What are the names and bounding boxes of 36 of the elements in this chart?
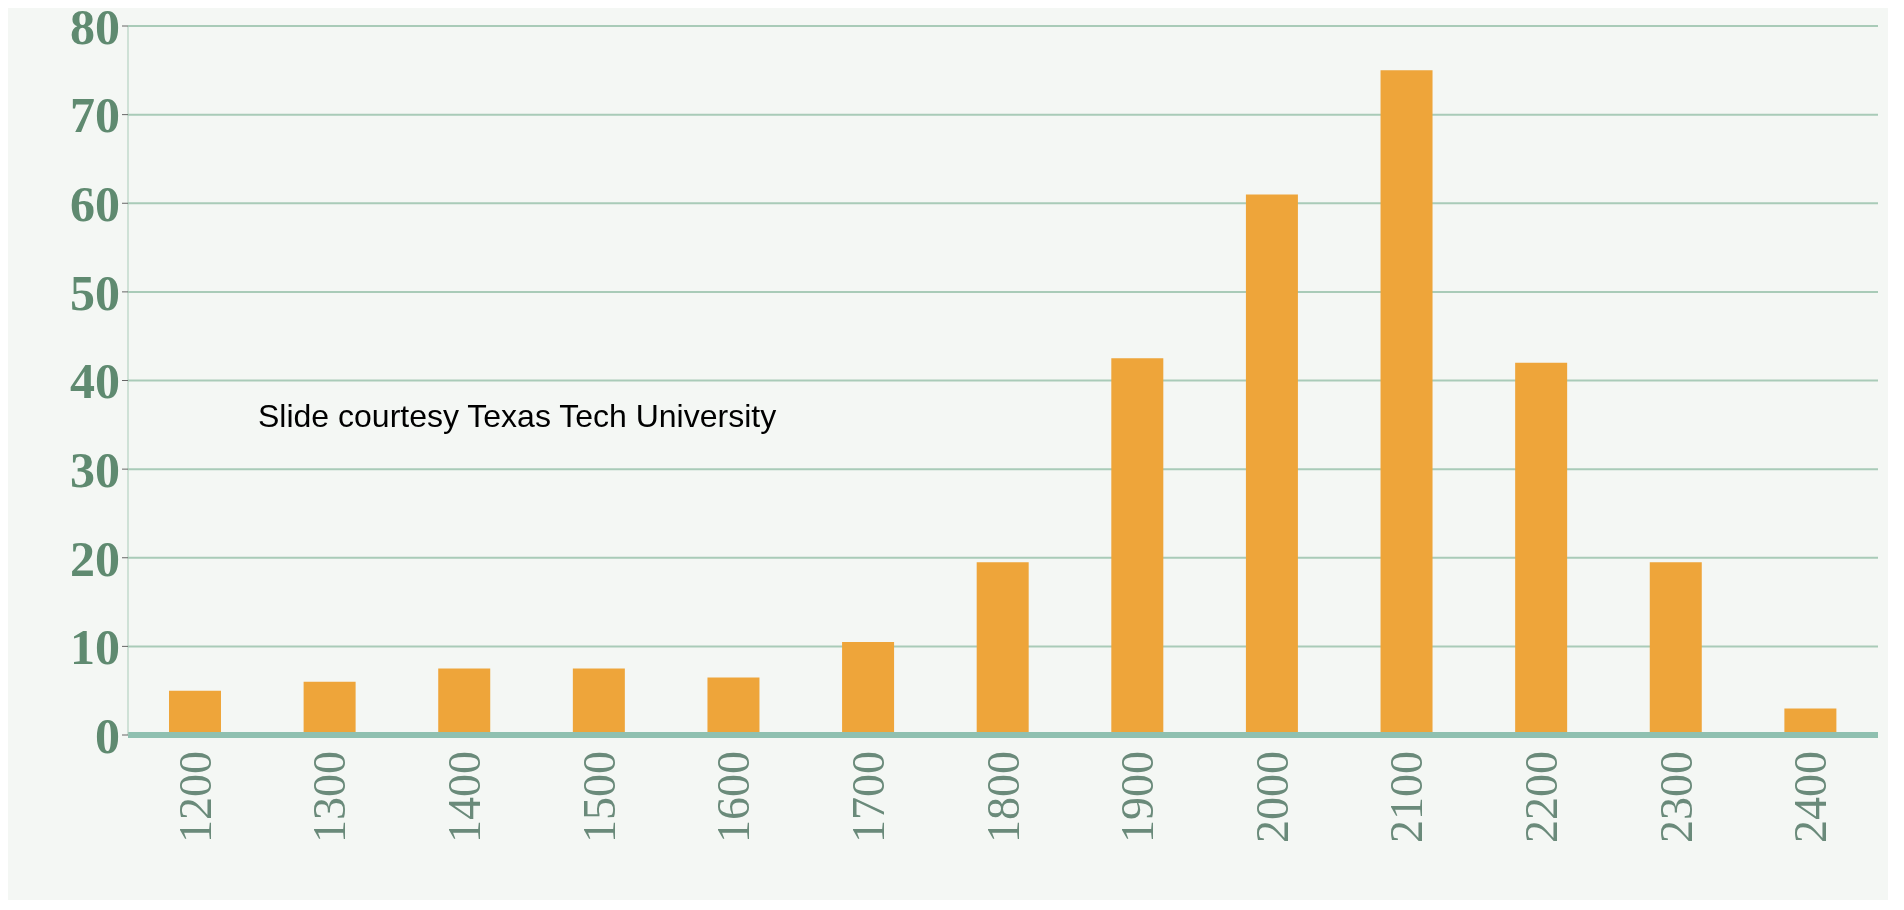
y-tick-label: 40 [70, 353, 120, 410]
y-tick-label: 50 [70, 264, 120, 321]
annotation: Slide courtesy Texas Tech University [258, 398, 777, 435]
bar [303, 681, 356, 735]
x-tick-label: 2200 [1515, 751, 1567, 843]
x-tick-label: 2000 [1246, 751, 1298, 843]
bar [976, 562, 1029, 735]
x-tick-label: 2400 [1785, 751, 1837, 843]
bar [1649, 562, 1702, 735]
y-tick-label: 80 [70, 0, 120, 55]
y-tick-label: 0 [95, 707, 120, 764]
bar [438, 668, 491, 735]
bar [169, 690, 221, 735]
x-tick-label: 1500 [573, 751, 625, 843]
x-tick-label: 2300 [1650, 751, 1702, 843]
x-tick-label: 1700 [842, 751, 894, 843]
bar [1111, 358, 1164, 735]
bar [572, 668, 625, 735]
x-tick-label: 1600 [708, 751, 760, 843]
bar [707, 677, 760, 735]
y-tick-label: 20 [70, 530, 120, 587]
x-tick-label: 1900 [1112, 751, 1164, 843]
y-tick-label: 10 [70, 619, 120, 676]
x-tick-label: 1400 [439, 751, 491, 843]
y-tick-label: 30 [70, 441, 120, 498]
x-tick-label: 2100 [1381, 751, 1433, 843]
bar [1380, 70, 1433, 735]
bar [1515, 362, 1568, 735]
x-tick-label: 1200 [169, 751, 221, 843]
bar [1784, 708, 1837, 735]
bar [1245, 194, 1298, 735]
x-tick-label: 1800 [977, 751, 1029, 843]
bar [842, 641, 895, 735]
y-tick-label: 60 [70, 176, 120, 232]
x-tick-label: 1300 [304, 751, 356, 843]
y-tick-label: 70 [70, 87, 120, 144]
